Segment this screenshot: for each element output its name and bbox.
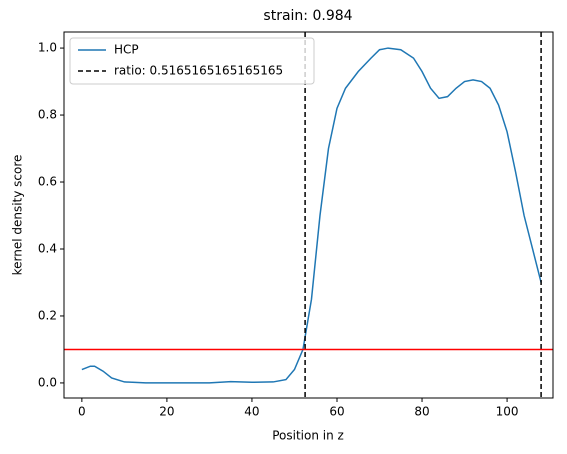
- y-tick-label: 0.2: [38, 308, 57, 322]
- y-tick-label: 1.0: [38, 41, 57, 55]
- legend-box: [69, 37, 315, 85]
- y-tick-label: 0.6: [38, 175, 57, 189]
- legend-label: HCP: [114, 43, 139, 57]
- x-tick-label: 60: [329, 405, 344, 419]
- plot-frame: [63, 31, 554, 399]
- legend-label: ratio: 0.5165165165165165: [114, 64, 283, 78]
- x-tick-label: 100: [496, 405, 519, 419]
- x-tick-label: 0: [78, 405, 86, 419]
- chart-title: strain: 0.984: [263, 8, 352, 24]
- y-tick-label: 0.4: [38, 241, 57, 255]
- x-tick-label: 80: [414, 405, 429, 419]
- line-series: [81, 47, 542, 384]
- y-axis-label: kernel density score: [11, 155, 25, 276]
- y-tick-label: 0.8: [38, 108, 57, 122]
- x-tick-label: 40: [244, 405, 259, 419]
- x-tick-label: 20: [159, 405, 174, 419]
- x-axis-label: Position in z: [272, 429, 344, 443]
- y-tick-label: 0.0: [38, 375, 57, 389]
